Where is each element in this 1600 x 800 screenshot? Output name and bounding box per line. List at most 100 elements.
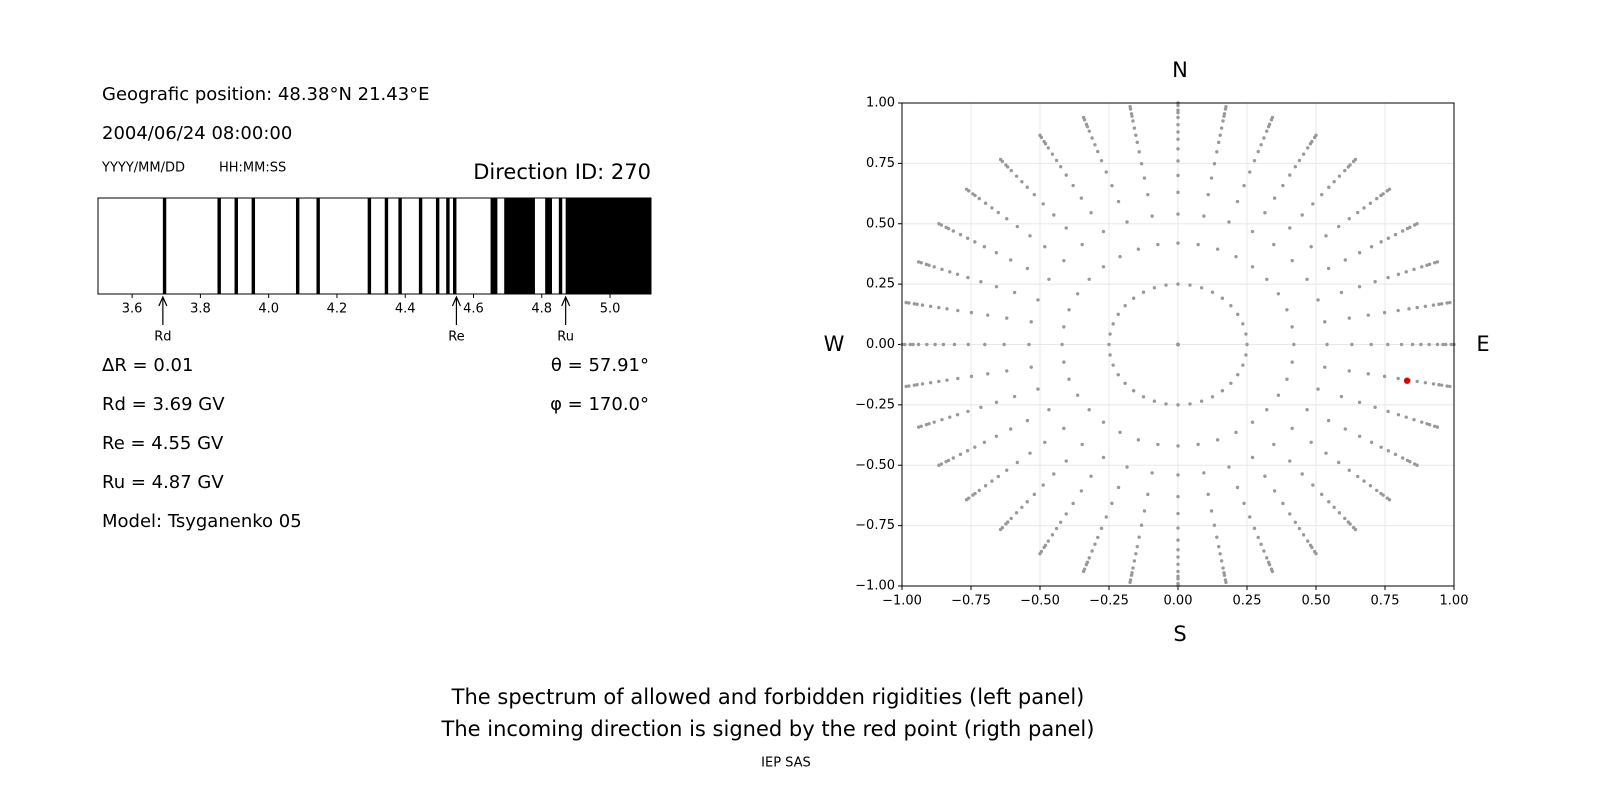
direction-point bbox=[969, 310, 974, 315]
direction-point bbox=[1090, 549, 1094, 553]
direction-point bbox=[1293, 520, 1298, 524]
direction-point bbox=[1420, 265, 1424, 269]
direction-point bbox=[1252, 158, 1257, 163]
y-tick-label: 0.75 bbox=[866, 156, 895, 171]
rd-text: Rd = 3.69 GV bbox=[102, 394, 225, 415]
direction-point bbox=[1435, 260, 1440, 264]
direction-point bbox=[996, 210, 1000, 215]
direction-point bbox=[1263, 211, 1267, 215]
direction-point bbox=[1015, 224, 1020, 229]
direction-point bbox=[1032, 192, 1036, 197]
direction-point bbox=[1427, 262, 1432, 267]
direction-point bbox=[994, 434, 999, 438]
direction-point bbox=[1309, 245, 1313, 249]
direction-point bbox=[1116, 372, 1120, 377]
direction-point bbox=[1281, 501, 1285, 506]
direction-point bbox=[1104, 170, 1108, 174]
direction-point bbox=[1176, 574, 1180, 579]
direction-point bbox=[1437, 302, 1441, 306]
direction-point bbox=[1008, 427, 1013, 431]
direction-point bbox=[1248, 170, 1252, 174]
direction-point bbox=[1146, 192, 1150, 197]
direction-point bbox=[1369, 244, 1374, 249]
x-tick-label: 4.4 bbox=[395, 302, 416, 317]
direction-point bbox=[1327, 185, 1331, 189]
direction-point bbox=[1104, 515, 1108, 519]
direction-point bbox=[1176, 444, 1180, 448]
direction-point bbox=[1337, 174, 1342, 178]
direction-point bbox=[1079, 489, 1084, 493]
direction-point bbox=[1141, 395, 1146, 399]
direction-point bbox=[1099, 158, 1104, 163]
direction-point bbox=[1301, 152, 1306, 156]
direction-point bbox=[1320, 492, 1324, 497]
direction-point bbox=[1110, 501, 1114, 506]
direction-point bbox=[1046, 539, 1050, 543]
direction-point bbox=[1423, 380, 1428, 385]
direction-point bbox=[1301, 533, 1306, 537]
direction-point bbox=[1020, 505, 1024, 509]
direction-point bbox=[1042, 545, 1046, 550]
direction-point bbox=[1435, 425, 1440, 429]
direction-point bbox=[1276, 393, 1281, 397]
direction-point bbox=[952, 342, 957, 347]
direction-point bbox=[1229, 303, 1233, 308]
direction-point bbox=[1176, 282, 1180, 286]
direction-point bbox=[1202, 214, 1206, 218]
direction-point bbox=[948, 270, 952, 274]
direction-point bbox=[1348, 163, 1352, 167]
incoming-direction bbox=[1403, 377, 1411, 384]
direction-point bbox=[1235, 199, 1240, 204]
direction-point bbox=[1332, 505, 1336, 509]
direction-point bbox=[1176, 569, 1180, 574]
direction-point bbox=[965, 236, 970, 240]
direction-point bbox=[1047, 277, 1051, 281]
direction-point bbox=[1353, 527, 1358, 532]
direction-point bbox=[1075, 292, 1080, 296]
direction-point bbox=[1433, 261, 1437, 265]
direction-point bbox=[1152, 286, 1157, 290]
direction-point bbox=[1164, 402, 1168, 406]
direction-point bbox=[1236, 372, 1240, 377]
direction-point bbox=[1337, 511, 1342, 515]
direction-point bbox=[1036, 298, 1040, 302]
ru-text: Ru = 4.87 GV bbox=[102, 472, 224, 493]
direction-point bbox=[1227, 220, 1231, 224]
direction-point bbox=[1297, 526, 1302, 531]
direction-point bbox=[1125, 465, 1129, 469]
direction-point bbox=[1025, 185, 1029, 189]
direction-point bbox=[1176, 342, 1180, 347]
direction-point bbox=[1272, 442, 1276, 447]
direction-point bbox=[1062, 325, 1066, 329]
direction-point bbox=[1290, 258, 1294, 263]
x-tick-label: 4.6 bbox=[463, 302, 484, 317]
direction-point bbox=[1054, 158, 1059, 163]
direction-point bbox=[911, 342, 915, 347]
direction-point bbox=[1419, 342, 1423, 347]
direction-point bbox=[964, 498, 969, 502]
direction-point bbox=[1439, 302, 1444, 306]
direction-point bbox=[904, 384, 908, 389]
direction-point bbox=[1156, 242, 1160, 247]
direction-point bbox=[1336, 224, 1341, 229]
direction-point bbox=[1206, 192, 1210, 197]
direction-point bbox=[928, 380, 933, 385]
direction-point bbox=[1393, 232, 1398, 237]
direction-point bbox=[1129, 573, 1134, 577]
caption: The incoming direction is signed by the … bbox=[441, 717, 1095, 741]
direction-point bbox=[1250, 229, 1255, 234]
direction-point bbox=[1224, 104, 1228, 109]
direction-point bbox=[1002, 342, 1006, 347]
direction-point bbox=[1332, 180, 1336, 184]
direction-point bbox=[1245, 342, 1249, 347]
direction-point bbox=[1347, 316, 1351, 320]
direction-point bbox=[1415, 222, 1419, 226]
direction-point bbox=[951, 229, 956, 233]
direction-point bbox=[1221, 119, 1225, 123]
direction-point bbox=[1343, 168, 1347, 173]
direction-point bbox=[966, 409, 970, 414]
direction-point bbox=[941, 342, 946, 347]
direction-point bbox=[1265, 407, 1269, 412]
x-tick-label: 1.00 bbox=[1440, 594, 1469, 609]
direction-point bbox=[1116, 312, 1120, 317]
